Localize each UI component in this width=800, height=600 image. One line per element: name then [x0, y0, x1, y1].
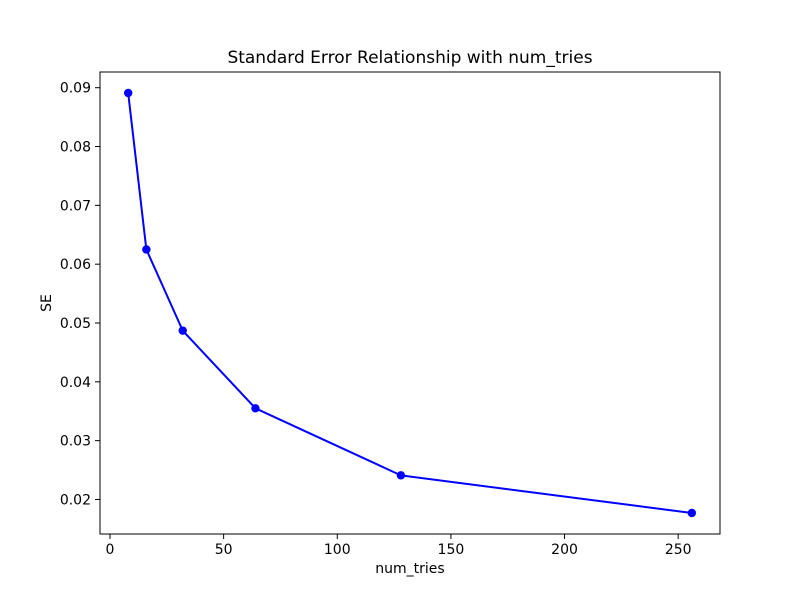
data-point-marker	[123, 88, 133, 98]
plot-spines	[99, 71, 721, 535]
x-tick-label: 250	[665, 542, 692, 558]
x-axis: 0 50 100 150 200 250	[106, 534, 692, 558]
y-tick-label: 0.02	[60, 492, 91, 508]
y-tick-label: 0.09	[60, 81, 91, 97]
y-tick-label: 0.05	[60, 316, 91, 332]
data-point-marker	[396, 471, 406, 480]
x-tick-label: 150	[438, 542, 465, 558]
chart-title: Standard Error Relationship with num_tri…	[227, 48, 592, 68]
x-tick-label: 200	[551, 542, 578, 558]
data-series	[123, 88, 697, 518]
x-tick-label: 50	[215, 542, 233, 558]
y-axis-label: SE	[39, 294, 55, 312]
data-point-marker	[251, 404, 260, 413]
y-tick-label: 0.04	[60, 375, 91, 391]
y-tick-label: 0.07	[60, 198, 91, 214]
y-tick-label: 0.08	[60, 140, 91, 156]
y-tick-label: 0.03	[60, 434, 91, 450]
data-point-marker	[142, 245, 151, 254]
x-axis-label: num_tries	[375, 561, 444, 577]
y-tick-label: 0.06	[60, 257, 91, 273]
x-tick-label: 100	[324, 542, 351, 558]
y-axis: 0.02 0.03 0.04 0.05 0.06 0.07 0.08 0.09	[60, 81, 100, 508]
plot-border	[99, 71, 721, 535]
data-line-SE	[127, 92, 693, 514]
data-point-marker	[178, 326, 187, 335]
data-point-marker	[687, 508, 697, 518]
x-tick-label: 0	[106, 542, 115, 558]
